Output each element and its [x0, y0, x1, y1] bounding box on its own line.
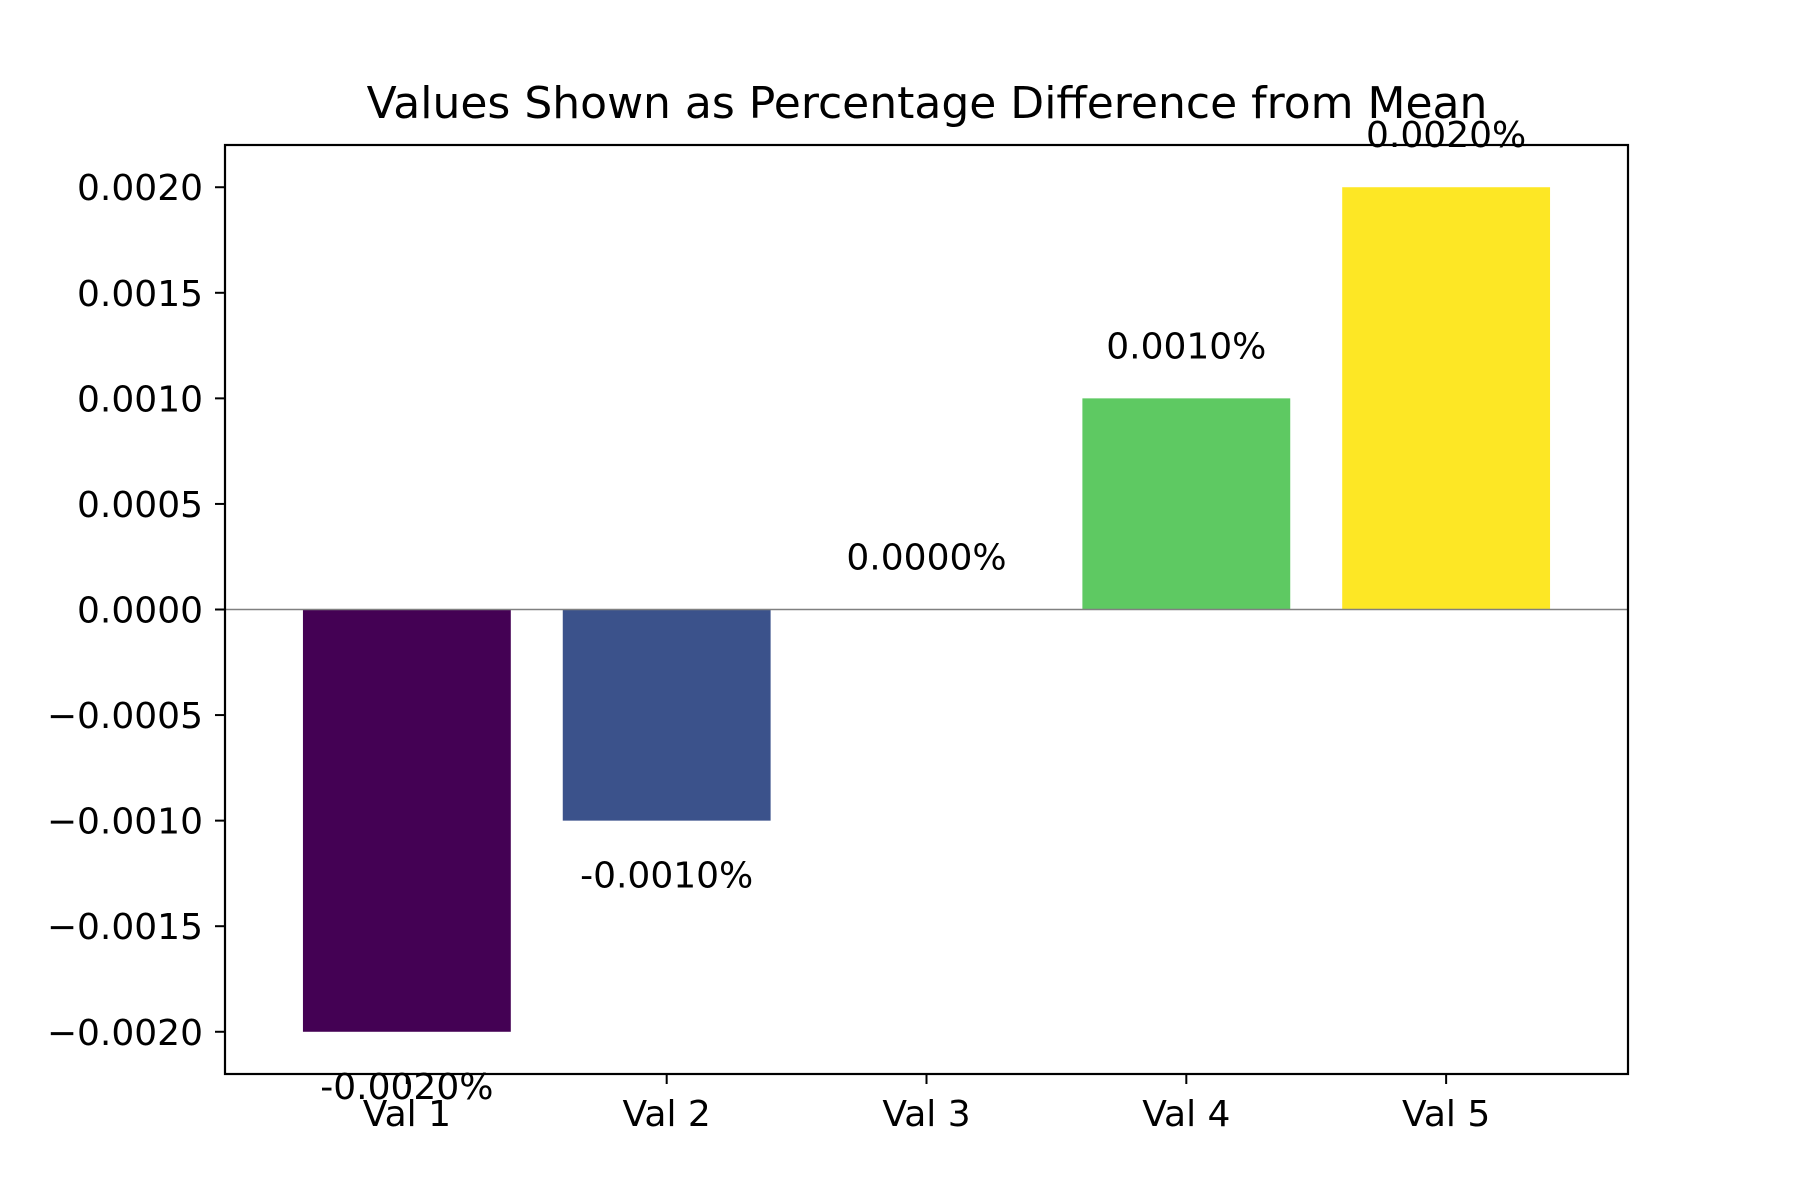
data-label-2: -0.0010%: [580, 856, 753, 897]
y-tick-label-4: −0.0005: [47, 696, 203, 737]
bar-1: [302, 609, 511, 1032]
bar-4: [1082, 398, 1291, 610]
y-tick-label-7: 0.0010: [77, 379, 203, 420]
x-tick-label-5: Val 5: [1402, 1094, 1490, 1135]
data-label-3: 0.0000%: [846, 538, 1006, 579]
chart-title: Values Shown as Percentage Difference fr…: [367, 78, 1488, 129]
x-tick-label-3: Val 3: [882, 1094, 970, 1135]
data-label-4: 0.0010%: [1106, 326, 1266, 367]
y-tick-label-2: −0.0015: [47, 907, 203, 948]
bar-5: [1342, 187, 1551, 610]
y-tick-label-5: 0.0000: [77, 591, 203, 632]
y-tick-label-6: 0.0005: [77, 485, 203, 526]
plot-area: -0.0020%-0.0010%0.0000%0.0010%0.0020%−0.…: [47, 115, 1630, 1135]
y-tick-label-1: −0.0020: [47, 1013, 203, 1054]
bar-2: [562, 609, 771, 821]
y-tick-label-8: 0.0015: [77, 274, 203, 315]
x-tick-label-2: Val 2: [623, 1094, 711, 1135]
x-tick-label-1: Val 1: [363, 1094, 451, 1135]
y-tick-label-9: 0.0020: [77, 168, 203, 209]
y-tick-label-3: −0.0010: [47, 802, 203, 843]
data-label-5: 0.0020%: [1366, 115, 1526, 156]
x-tick-label-4: Val 4: [1142, 1094, 1230, 1135]
